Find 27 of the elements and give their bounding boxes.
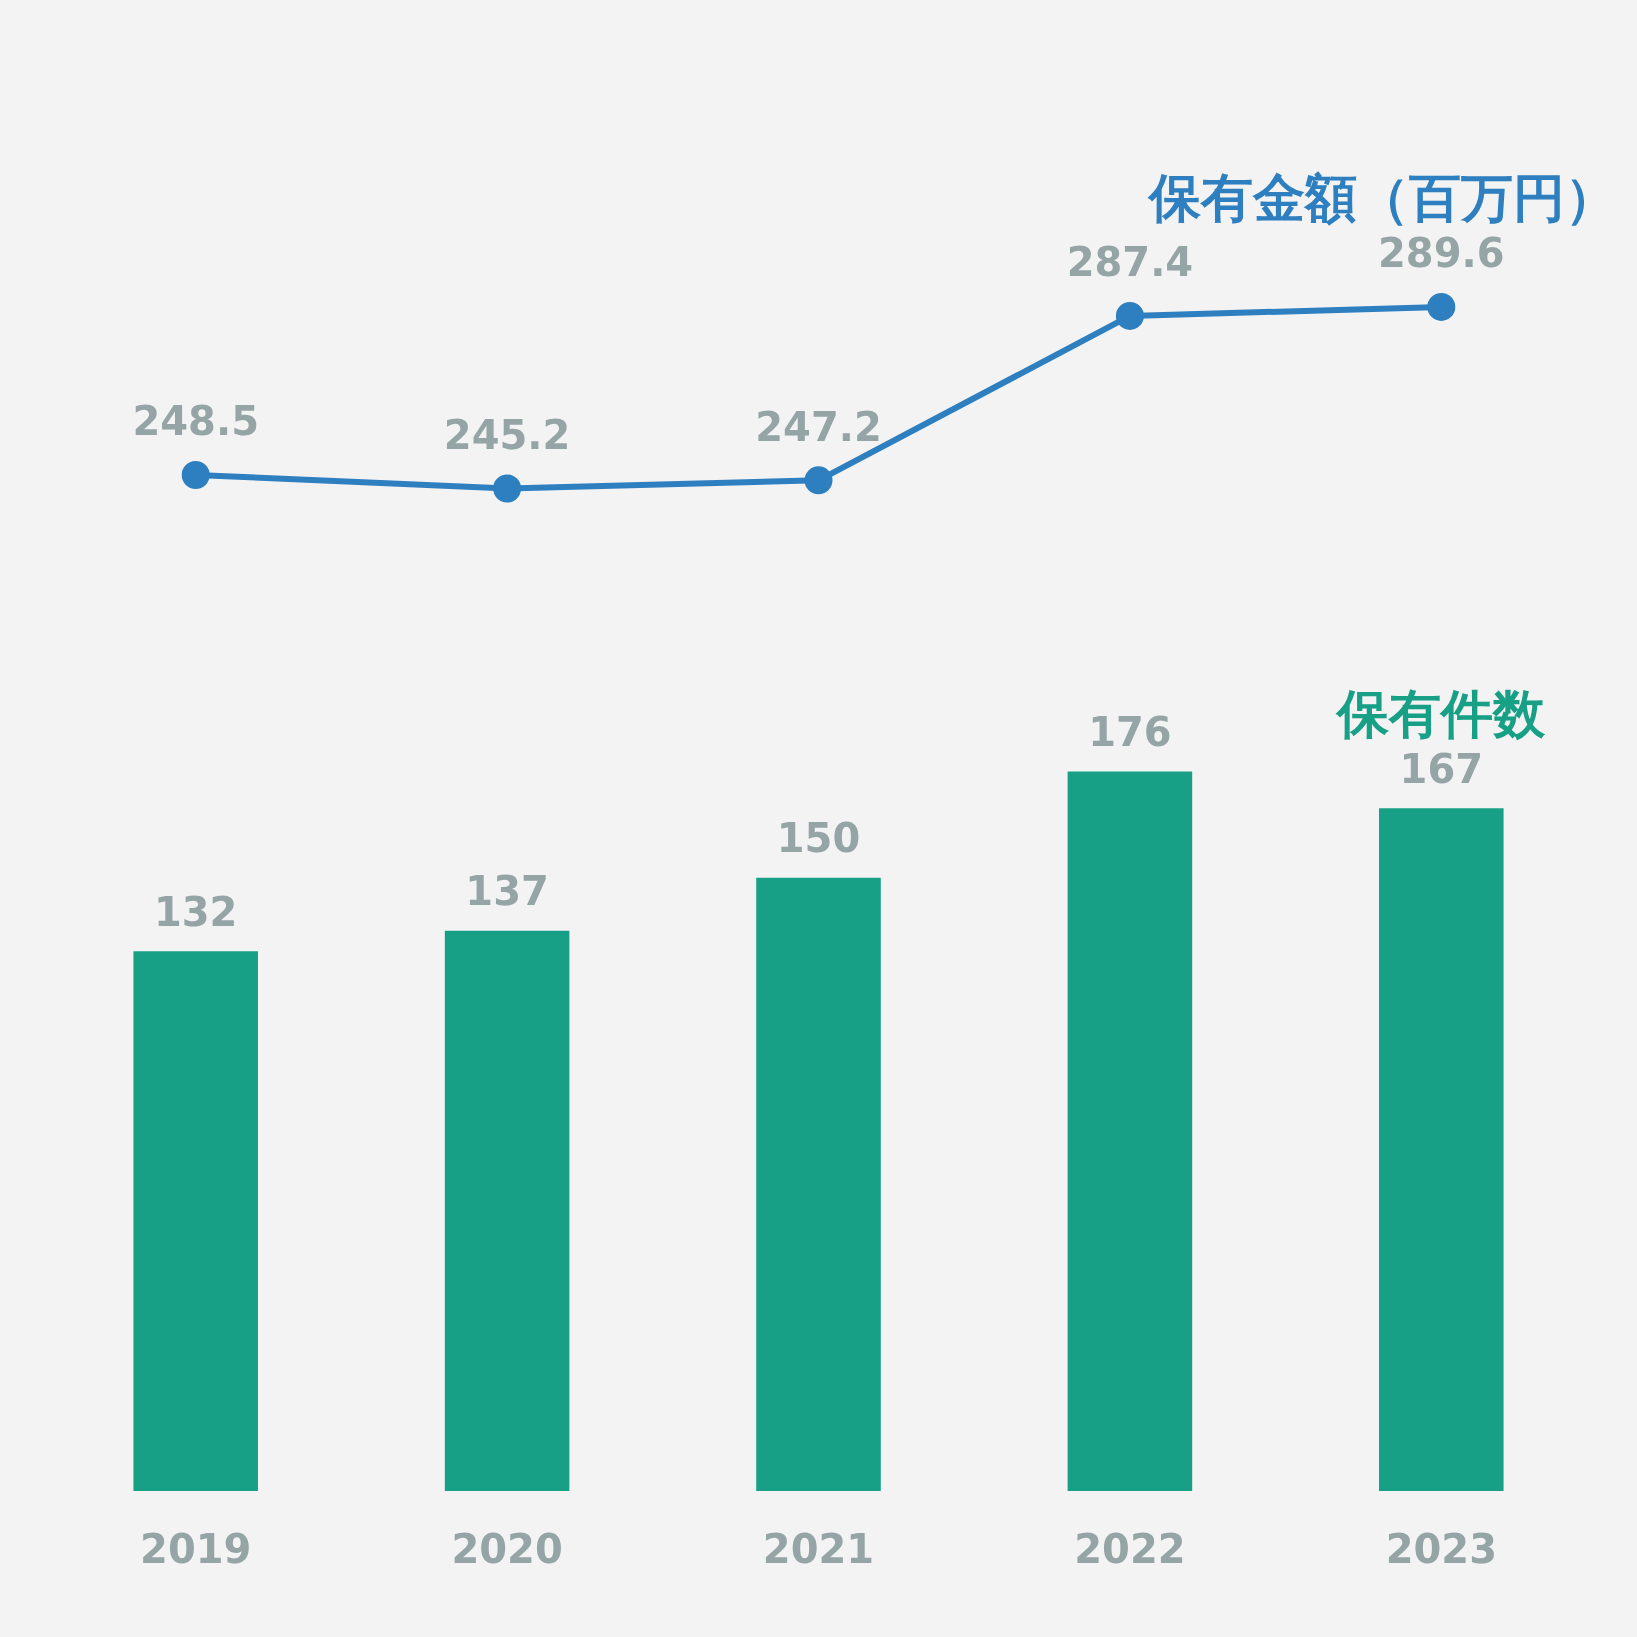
bar bbox=[756, 877, 881, 1491]
x-tick-label: 2022 bbox=[1074, 1526, 1186, 1573]
x-tick-label: 2019 bbox=[140, 1526, 252, 1573]
data-label: 176 bbox=[1088, 708, 1172, 755]
point bbox=[181, 460, 210, 489]
data-label: 248.5 bbox=[132, 398, 259, 445]
series-label: 保有金額（百万円） bbox=[1147, 168, 1617, 229]
point bbox=[493, 474, 522, 503]
bar bbox=[444, 930, 570, 1491]
data-label: 287.4 bbox=[1066, 239, 1194, 286]
data-label: 150 bbox=[776, 815, 861, 862]
bar bbox=[1067, 771, 1193, 1491]
point bbox=[1427, 292, 1456, 321]
data-label: 132 bbox=[153, 888, 238, 935]
x-tick-label: 2020 bbox=[451, 1526, 563, 1573]
x-tick-label: 2021 bbox=[762, 1526, 875, 1573]
data-label: 245.2 bbox=[443, 411, 571, 458]
data-label: 167 bbox=[1399, 745, 1484, 792]
x-tick-label: 2023 bbox=[1385, 1526, 1497, 1573]
data-label: 137 bbox=[465, 868, 549, 915]
bar bbox=[133, 951, 258, 1491]
series-label: 保有件数 bbox=[1335, 683, 1547, 744]
point bbox=[1115, 301, 1144, 330]
data-label: 247.2 bbox=[755, 403, 882, 450]
bar bbox=[1379, 808, 1504, 1491]
data-label: 289.6 bbox=[1378, 230, 1505, 277]
point bbox=[804, 466, 833, 495]
